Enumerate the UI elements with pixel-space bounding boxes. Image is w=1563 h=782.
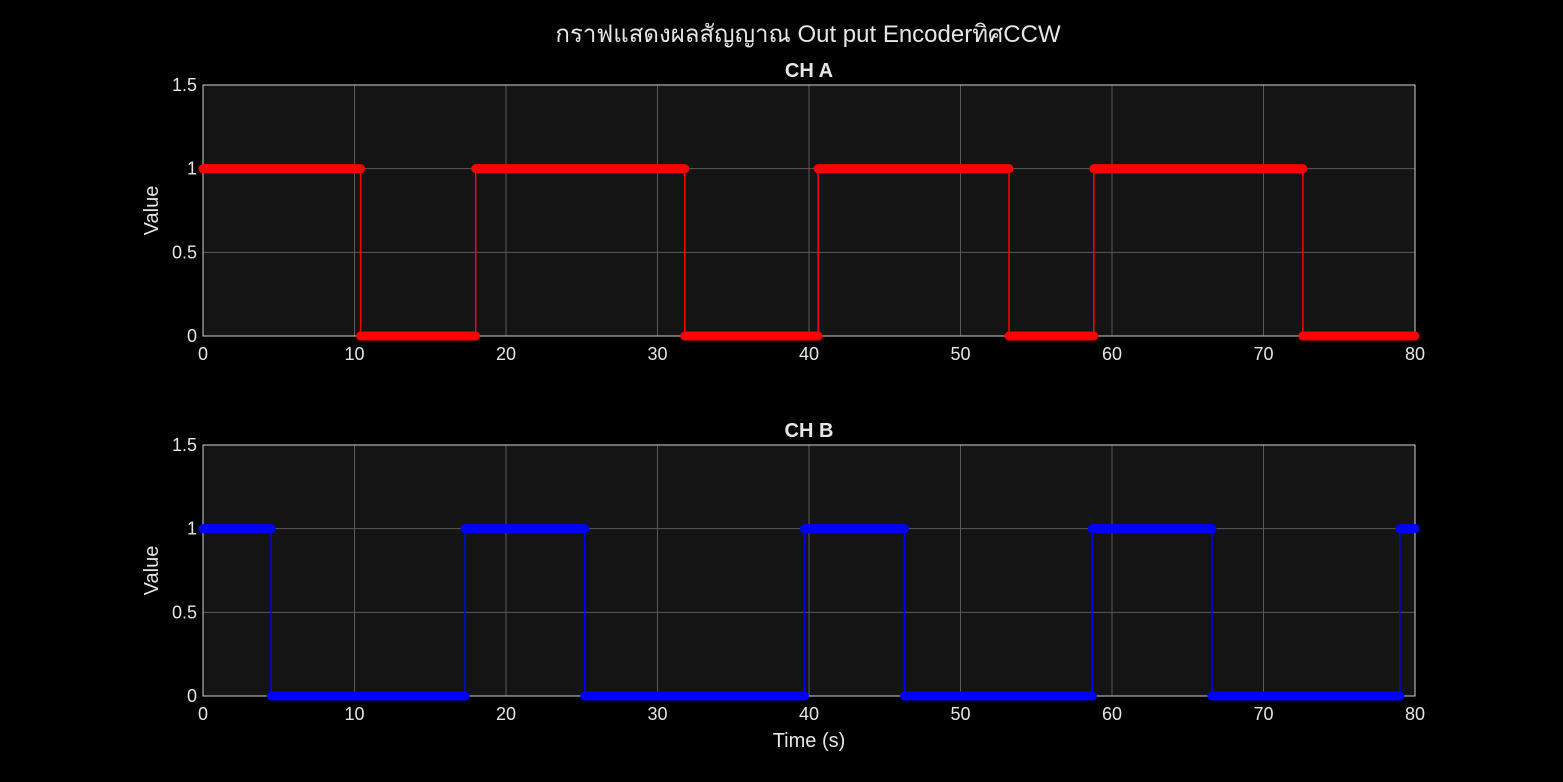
x-tick-label: 60 xyxy=(1102,344,1122,364)
x-tick-label: 50 xyxy=(950,704,970,724)
x-tick-label: 40 xyxy=(799,344,819,364)
y-tick-label: 0.5 xyxy=(172,242,197,262)
x-tick-label: 10 xyxy=(344,344,364,364)
y-tick-label: 0.5 xyxy=(172,602,197,622)
subplot-2: 0 10 20 30 40 50 60 70 80 0 0.5 1 1.5 CH B Value Time (… xyxy=(141,420,1425,752)
x-tick-label: 20 xyxy=(496,344,516,364)
y-tick-label: 1 xyxy=(187,159,197,179)
x-tick-label: 70 xyxy=(1253,344,1273,364)
y-axis-label: Value xyxy=(141,186,163,236)
x-tick-label: 0 xyxy=(198,344,208,364)
x-tick-label: 30 xyxy=(647,344,667,364)
y-tick-label: 1.5 xyxy=(172,435,197,455)
figure-title: กราฟแสดงผลสัญญาณ Out put EncoderทิศCCW xyxy=(555,21,1061,48)
subplot-1: 0 10 20 30 40 50 60 70 80 0 0.5 1 1.5 CH A Value xyxy=(141,60,1425,364)
subplot-title: CH B xyxy=(785,420,834,442)
y-axis-label: Value xyxy=(141,546,163,596)
x-tick-label: 0 xyxy=(198,704,208,724)
y-tick-label: 1.5 xyxy=(172,75,197,95)
y-tick-label: 0 xyxy=(187,686,197,706)
axes-frame xyxy=(202,444,1416,697)
x-axis-label: Time (s) xyxy=(773,730,846,752)
x-tick-label: 70 xyxy=(1253,704,1273,724)
x-tick-label: 50 xyxy=(950,344,970,364)
subplot-title: CH A xyxy=(785,60,833,82)
x-tick-label: 40 xyxy=(799,704,819,724)
x-tick-label: 80 xyxy=(1405,344,1425,364)
x-tick-label: 30 xyxy=(647,704,667,724)
x-tick-label: 10 xyxy=(344,704,364,724)
x-tick-label: 60 xyxy=(1102,704,1122,724)
x-tick-label: 80 xyxy=(1405,704,1425,724)
y-tick-label: 0 xyxy=(187,326,197,346)
x-tick-label: 20 xyxy=(496,704,516,724)
y-tick-label: 1 xyxy=(187,519,197,539)
